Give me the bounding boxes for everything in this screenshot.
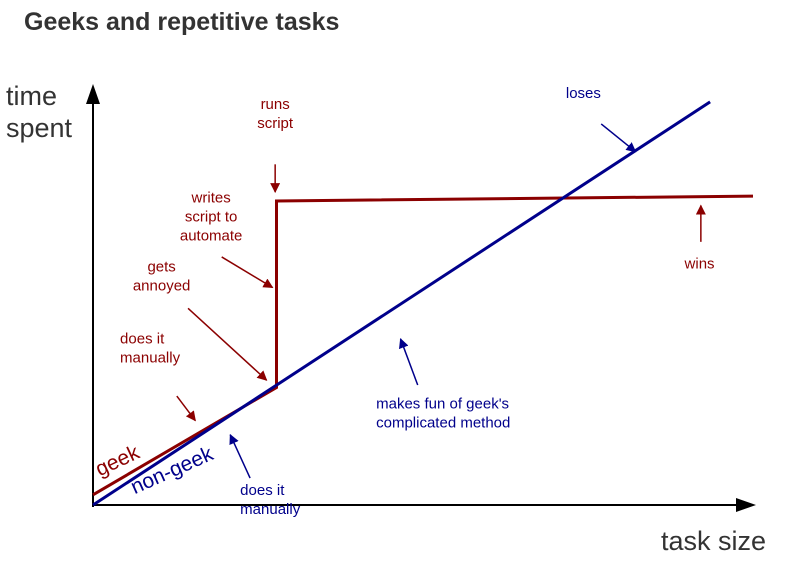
non-geek-series-line [92, 100, 711, 507]
annotation-gets-annoyed: gets annoyed [133, 259, 268, 381]
annotation-makes-fun: makes fun of geek's complicated method [376, 338, 510, 432]
annotation-geek-does-manually: does it manually [120, 330, 196, 422]
annotation-arrow-writes-script [221, 256, 274, 289]
annotation-layer: runs script writes script to automate gets ann… [120, 85, 714, 518]
annotation-loses: loses [566, 85, 637, 153]
annotation-arrow-non-geek-does-manually [229, 433, 251, 479]
annotation-text-makes-fun: makes fun of geek's complicated method [376, 396, 510, 432]
annotation-text-loses: loses [566, 85, 601, 102]
x-axis-arrowhead [736, 498, 756, 512]
annotation-text-writes-script: writes script to automate [180, 190, 243, 245]
chart-axes [86, 84, 756, 512]
annotation-wins: wins [684, 204, 715, 272]
annotation-text-runs-script: runs script [257, 96, 294, 132]
x-axis-label: task size [661, 526, 766, 556]
annotation-arrow-gets-annoyed [187, 307, 268, 381]
y-axis-label-line-2: spent [6, 113, 73, 143]
annotation-runs-script: runs script [257, 96, 294, 194]
chart-guides [92, 130, 740, 506]
chart-title: Geeks and repetitive tasks [24, 8, 339, 36]
y-axis-arrowhead [86, 84, 100, 104]
geek-series-line [92, 194, 754, 497]
annotation-arrow-geek-does-manually [176, 395, 196, 422]
annotation-arrow-loses [600, 123, 637, 153]
annotation-text-geek-does-manually: does it manually [120, 330, 181, 366]
non-geek-series-label: non-geek [127, 442, 217, 499]
annotation-non-geek-does-manually: does it manually [229, 433, 301, 518]
annotation-writes-script: writes script to automate [180, 190, 274, 289]
annotation-arrow-makes-fun [399, 338, 419, 386]
annotation-text-wins: wins [684, 255, 715, 272]
series-layer [92, 100, 754, 507]
annotation-text-gets-annoyed: gets annoyed [133, 259, 191, 295]
y-axis-label-line-1: time [6, 81, 57, 111]
annotation-text-non-geek-does-manually: does it manually [240, 482, 301, 518]
